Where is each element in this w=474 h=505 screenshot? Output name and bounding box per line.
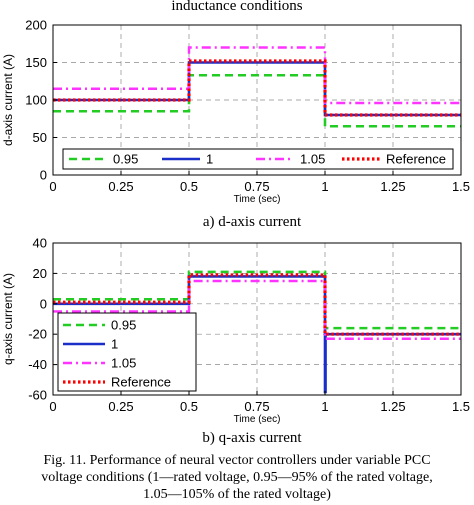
chart0-xtick-label: 0.5 [180, 179, 198, 194]
chart1-xtick-label: 0.5 [180, 399, 198, 414]
chart0-legend-label-2: 1.05 [300, 152, 325, 167]
chart-d-axis-current: 0 0.25 0.5 0.75 1 1.25 1.5 0 50 100 150 200 Time (se… [1, 18, 470, 206]
chart1-series-group [53, 270, 461, 394]
chart1-xlabel: Time (sec) [234, 414, 281, 425]
chart0-ylabel: d-axis current (A) [1, 54, 15, 146]
chart0-series-group [53, 46, 461, 128]
chart1-legend-label-2: 1.05 [111, 356, 136, 371]
chart1-series-2-line [53, 279, 461, 340]
chart0-xtick-label: 0 [49, 179, 56, 194]
top-cropped-title: inductance conditions [171, 0, 302, 14]
chart1-ytick-label: 20 [33, 266, 47, 281]
chart0-xtick-label: 1 [321, 179, 328, 194]
chart0-ytick-label: 100 [25, 93, 47, 108]
chart0-series-1-line [53, 61, 461, 117]
chart0-xlabel: Time (sec) [234, 194, 281, 205]
chart0-ytick-label: 200 [25, 18, 47, 33]
chart-b-caption: b) q-axis current [202, 430, 302, 446]
chart0-xtick-label: 0.75 [244, 179, 269, 194]
chart-a-caption: a) d-axis current [203, 214, 302, 230]
chart0-xtick-label: 1.5 [452, 179, 470, 194]
chart1-xtick-label: 1.25 [380, 399, 405, 414]
chart1-series-3-line [53, 273, 461, 336]
chart1-xtick-label: 1.5 [452, 399, 470, 414]
chart1-xtick-label: 1 [321, 399, 328, 414]
chart-q-axis-current: 0 0.25 0.5 0.75 1 1.25 1.5 -60 -40 -20 0 20 40 Time (… [1, 236, 470, 426]
chart1-xtick-label: 0 [49, 399, 56, 414]
chart1-ytick-label: -20 [28, 327, 47, 342]
chart1-legend-label-1: 1 [111, 337, 118, 352]
chart1-legend-label-0: 0.95 [111, 318, 136, 333]
chart1-ytick-label: -60 [28, 388, 47, 403]
chart1-series-0-line [53, 270, 461, 330]
chart0-xtick-label: 0.25 [108, 179, 133, 194]
chart1-xtick-label: 0.25 [108, 399, 133, 414]
chart1-ylabel: q-axis current (A) [1, 273, 15, 365]
chart0-ytick-label: 0 [40, 168, 47, 183]
chart0-ytick-label: 150 [25, 55, 47, 70]
chart1-xtick-label: 0.75 [244, 399, 269, 414]
chart0-legend-label-0: 0.95 [113, 152, 138, 167]
chart0-xtick-label: 1.25 [380, 179, 405, 194]
figure-caption-line-2: voltage conditions (1—rated voltage, 0.9… [41, 470, 433, 485]
figure-caption-line-1: Fig. 11. Performance of neural vector co… [43, 453, 430, 468]
chart1-ytick-label: -40 [28, 357, 47, 372]
chart0-series-0-line [53, 73, 461, 128]
chart0-ytick-label: 50 [33, 130, 47, 145]
chart1-legend-label-3: Reference [111, 375, 171, 390]
chart1-ytick-label: 0 [40, 296, 47, 311]
chart1-ytick-label: 40 [33, 236, 47, 251]
chart0-legend-label-3: Reference [386, 152, 446, 167]
figure-caption-line-3: 1.05—105% of the rated voltage) [143, 487, 331, 502]
chart0-legend-label-1: 1 [206, 152, 213, 167]
